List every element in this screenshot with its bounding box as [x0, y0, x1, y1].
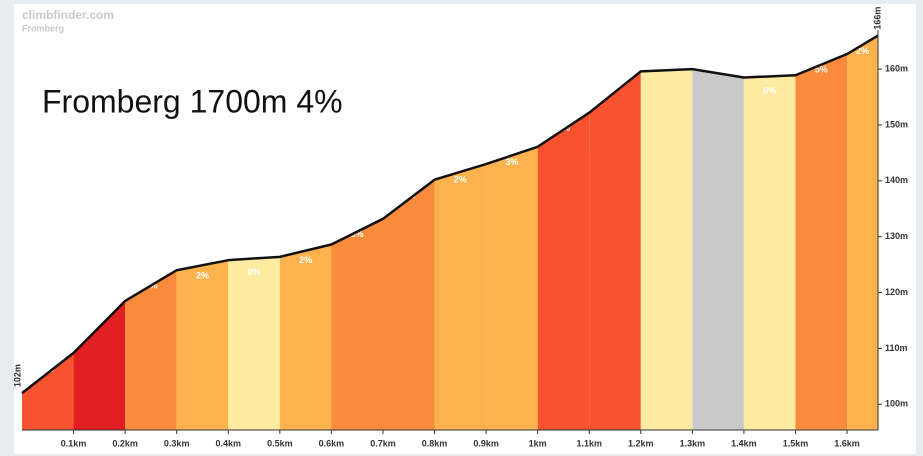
gradient-segment	[589, 71, 641, 430]
segment-label: 7%	[609, 82, 622, 92]
gradient-segment	[22, 352, 74, 430]
subtitle: Fromberg	[22, 23, 64, 33]
x-tick-label: 1.1km	[576, 438, 602, 448]
y-tick-label: 130m	[885, 231, 908, 241]
y-tick-label: 100m	[885, 399, 908, 409]
gradient-segment	[847, 35, 878, 430]
chart-title: Fromberg 1700m 4%	[42, 83, 343, 119]
segment-label: 2%	[196, 271, 209, 281]
segment-label: 2%	[856, 46, 869, 56]
x-tick-label: 0.2km	[112, 438, 138, 448]
gradient-segment	[640, 69, 693, 431]
x-tick-label: 1.3km	[680, 438, 706, 448]
y-tick-label: 120m	[885, 287, 908, 297]
gradient-segment	[125, 270, 177, 430]
segment-label: 5%	[815, 64, 828, 74]
x-tick-label: 1.5km	[783, 438, 809, 448]
gradient-segment	[486, 146, 538, 431]
segment-label: 3%	[505, 157, 518, 167]
x-tick-label: 0.8km	[422, 438, 448, 448]
y-tick-label: 160m	[885, 63, 908, 73]
gradient-segment	[279, 244, 332, 430]
x-tick-label: 0.7km	[370, 438, 396, 448]
x-tick-label: 0.3km	[164, 438, 190, 448]
x-tick-label: 1.6km	[834, 438, 860, 448]
gradient-segment	[743, 75, 796, 430]
x-tick-label: 0.9km	[473, 438, 499, 448]
x-tick-label: 0.6km	[319, 438, 345, 448]
y-tick-label: 140m	[885, 175, 908, 185]
watermark: climbfinder.com	[22, 8, 114, 22]
segment-label: 2%	[454, 174, 467, 184]
x-tick-label: 1.4km	[731, 438, 757, 448]
segment-label: 7%	[41, 363, 54, 373]
gradient-segment	[73, 300, 126, 430]
segment-label: 2%	[299, 255, 312, 265]
segment-label: 0%	[248, 267, 261, 277]
gradient-segment	[331, 218, 383, 430]
gradient-segment	[382, 179, 435, 430]
segment-label: 5%	[402, 190, 415, 200]
elevation-line	[21, 34, 879, 395]
segment-label: 6%	[557, 123, 570, 133]
segment-label: 5%	[351, 229, 364, 239]
gradient-segment	[176, 260, 229, 430]
segment-label: 0%	[763, 86, 776, 96]
segment-label: 8%	[93, 311, 106, 321]
gradient-segment	[692, 69, 744, 431]
gradient-segment	[228, 256, 280, 430]
gradient-segment	[434, 164, 487, 430]
x-tick-label: 1km	[529, 438, 547, 448]
x-tick-label: 0.4km	[215, 438, 241, 448]
x-tick-label: 1.2km	[628, 438, 654, 448]
x-tick-label: 0.5km	[267, 438, 293, 448]
elevation-label: 102m	[12, 364, 22, 387]
plot: 7%8%5%2% 0%2%5%5%2%3%6%7% 0%5%2%	[21, 34, 879, 431]
y-tick-label: 150m	[885, 119, 908, 129]
gradient-segment	[795, 54, 848, 431]
x-tick-label: 0.1km	[61, 438, 87, 448]
gradient-segment	[537, 112, 590, 430]
elevation-label: 166m	[872, 7, 882, 30]
y-tick-label: 110m	[885, 343, 908, 353]
